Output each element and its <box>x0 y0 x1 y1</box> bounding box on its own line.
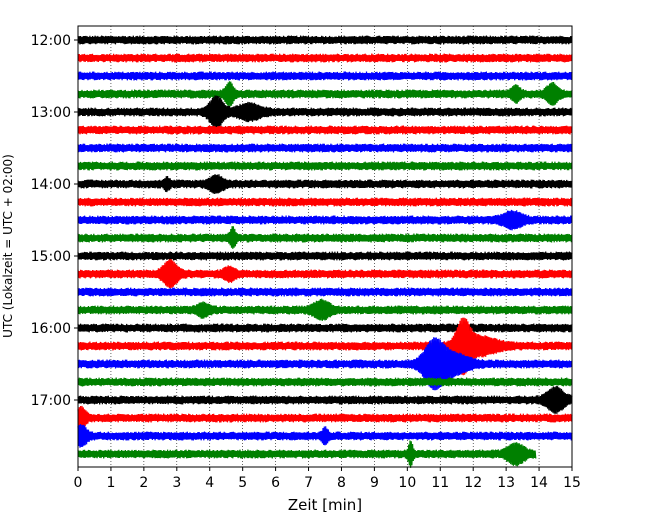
y-tick-label: 14:00 <box>31 177 71 193</box>
trace-1630 <box>77 337 573 391</box>
y-tick-label: 12:00 <box>31 33 71 49</box>
x-tick-label: 13 <box>497 475 515 491</box>
trace-1430 <box>77 209 573 231</box>
trace-1315 <box>77 125 573 135</box>
trace-1745 <box>77 440 537 468</box>
seismic-traces <box>77 35 573 468</box>
trace-1200 <box>77 35 573 45</box>
x-axis-label: Zeit [min] <box>288 496 362 514</box>
x-tick-label: 10 <box>398 475 416 491</box>
y-tick-label: 16:00 <box>31 321 71 337</box>
x-axis: 0 1 2 3 4 5 6 7 8 9 10 11 12 13 14 15 <box>74 467 581 491</box>
trace-1645 <box>77 377 573 387</box>
plot-frame <box>77 25 573 468</box>
x-tick-label: 14 <box>530 475 548 491</box>
trace-1230 <box>77 71 573 81</box>
x-tick-label: 2 <box>139 475 148 491</box>
trace-1700 <box>77 385 573 414</box>
trace-1300 <box>77 95 573 129</box>
trace-1515 <box>77 258 573 289</box>
y-tick-label: 17:00 <box>31 393 71 409</box>
trace-1545 <box>77 298 573 321</box>
trace-1415 <box>77 197 573 207</box>
x-tick-label: 7 <box>304 475 313 491</box>
y-axis-label: UTC (Lokalzeit = UTC + 02:00) <box>1 154 15 338</box>
y-axis: 12:00 13:00 14:00 15:00 16:00 17:00 <box>31 33 78 409</box>
trace-1715 <box>77 405 573 431</box>
trace-1500 <box>77 251 573 261</box>
trace-1445 <box>77 226 573 249</box>
trace-1600 <box>77 323 573 333</box>
x-tick-label: 0 <box>74 475 83 491</box>
x-tick-label: 1 <box>106 475 115 491</box>
x-tick-label: 11 <box>431 475 449 491</box>
x-tick-label: 9 <box>370 475 379 491</box>
trace-1615 <box>77 317 573 376</box>
x-tick-label: 15 <box>563 475 581 491</box>
x-tick-label: 4 <box>205 475 214 491</box>
trace-1530 <box>77 287 573 297</box>
y-tick-label: 15:00 <box>31 249 71 265</box>
trace-1330 <box>77 143 573 153</box>
x-tick-label: 5 <box>238 475 247 491</box>
x-tick-label: 6 <box>271 475 280 491</box>
x-tick-label: 8 <box>337 475 346 491</box>
trace-1730 <box>77 424 573 448</box>
x-tick-label: 12 <box>464 475 482 491</box>
y-tick-label: 13:00 <box>31 105 71 121</box>
x-tick-label: 3 <box>172 475 181 491</box>
trace-1345 <box>77 161 573 171</box>
trace-1215 <box>77 53 573 63</box>
trace-1245 <box>77 81 573 108</box>
trace-1400 <box>77 174 573 195</box>
